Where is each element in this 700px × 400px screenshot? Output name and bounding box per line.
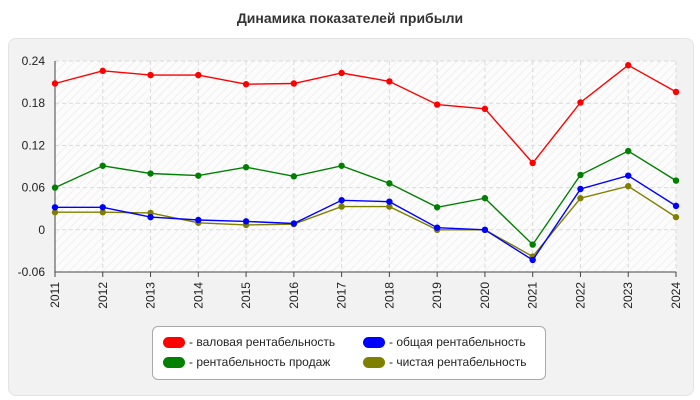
data-point-sales-margin [338, 162, 345, 169]
y-tick-label: 0.24 [22, 54, 46, 68]
legend-item-gross-margin: - валовая рентабельность [163, 335, 335, 349]
data-point-sales-margin [290, 173, 298, 180]
y-tick-label: -0.06 [18, 265, 46, 279]
data-point-net-margin [51, 209, 59, 216]
data-point-gross-margin [290, 80, 298, 87]
data-point-gross-margin [625, 62, 632, 69]
series-line-gross-margin [54, 64, 677, 165]
x-tick-label: 2024 [669, 282, 683, 309]
legend-item-net-margin: - чистая рентабельность [363, 355, 526, 369]
data-point-total-margin [338, 197, 345, 204]
data-point-gross-margin [529, 159, 536, 167]
data-point-net-margin [625, 182, 632, 190]
x-tick-label: 2015 [239, 282, 253, 309]
data-point-gross-margin [433, 101, 441, 108]
data-point-total-margin [242, 218, 250, 225]
legend-swatch-sales-margin [163, 356, 185, 368]
data-point-gross-margin [338, 69, 345, 77]
data-point-net-margin [338, 203, 345, 210]
data-point-gross-margin [147, 71, 154, 79]
data-point-total-margin [99, 204, 106, 211]
data-point-gross-margin [481, 105, 489, 113]
data-point-total-margin [386, 198, 393, 205]
data-point-gross-margin [577, 99, 584, 106]
data-point-total-margin [672, 202, 680, 210]
y-tick-label: 0.12 [22, 138, 46, 152]
data-point-sales-margin [51, 184, 59, 191]
data-point-total-margin [433, 224, 441, 231]
data-point-sales-margin [529, 241, 536, 248]
data-point-sales-margin [672, 177, 680, 184]
data-point-total-margin [195, 216, 202, 224]
plot-background [55, 61, 676, 272]
x-tick-label: 2013 [144, 282, 158, 309]
legend-swatch-gross-margin [163, 336, 185, 348]
y-tick-label: 0.18 [22, 96, 46, 110]
x-tick-label: 2016 [287, 282, 301, 309]
y-tick-label: 0.06 [22, 181, 46, 195]
data-point-net-margin [672, 213, 680, 221]
data-point-total-margin [577, 185, 584, 193]
data-point-total-margin [147, 213, 154, 221]
legend-item-total-margin: - общая рентабельность [363, 335, 526, 349]
data-point-sales-margin [147, 170, 154, 177]
y-tick-label: 0 [38, 223, 45, 237]
data-point-gross-margin [195, 71, 202, 79]
x-tick-label: 2018 [382, 282, 396, 309]
data-point-net-margin [577, 194, 584, 202]
series-line-sales-margin [54, 150, 677, 246]
x-tick-label: 2011 [48, 282, 62, 308]
data-point-sales-margin [481, 194, 489, 202]
data-point-net-margin [386, 203, 393, 210]
data-point-sales-margin [195, 172, 202, 179]
x-tick-label: 2020 [478, 282, 492, 309]
data-point-total-margin [529, 256, 536, 264]
data-point-gross-margin [242, 81, 250, 88]
x-tick-label: 2019 [430, 282, 444, 309]
data-point-total-margin [481, 226, 489, 233]
series-line-total-margin [55, 174, 677, 261]
x-tick-label: 2021 [526, 282, 540, 309]
x-tick-label: 2017 [335, 282, 349, 309]
data-point-total-margin [290, 220, 298, 227]
data-point-sales-margin [433, 204, 441, 211]
legend-swatch-net-margin [363, 356, 385, 368]
data-point-sales-margin [625, 147, 632, 155]
data-point-sales-margin [242, 164, 250, 171]
data-point-total-margin [51, 204, 59, 211]
x-tick-label: 2014 [191, 282, 205, 309]
legend-label-gross-margin: - валовая рентабельность [189, 335, 336, 349]
data-point-net-margin [99, 209, 106, 216]
data-point-gross-margin [386, 78, 393, 85]
chart-title: Динамика показателей прибыли [236, 10, 464, 26]
legend-label-net-margin: - чистая рентабельность [389, 355, 527, 369]
chart-legend: - валовая рентабельность - общая рентабе… [152, 326, 546, 380]
x-tick-label: 2023 [621, 282, 635, 309]
data-point-sales-margin [577, 171, 584, 179]
data-point-gross-margin [51, 80, 59, 87]
x-tick-label: 2012 [96, 282, 110, 309]
data-point-total-margin [625, 172, 632, 179]
legend-swatch-total-margin [363, 336, 385, 348]
data-point-gross-margin [672, 88, 680, 96]
data-point-sales-margin [386, 180, 393, 187]
x-tick-label: 2022 [573, 282, 587, 309]
series-line-net-margin [55, 185, 677, 258]
data-point-gross-margin [99, 67, 106, 75]
legend-label-sales-margin: - рентабельность продаж [189, 355, 331, 369]
legend-label-total-margin: - общая рентабельность [389, 335, 526, 349]
data-point-sales-margin [99, 162, 106, 169]
legend-item-sales-margin: - рентабельность продаж [163, 355, 330, 369]
